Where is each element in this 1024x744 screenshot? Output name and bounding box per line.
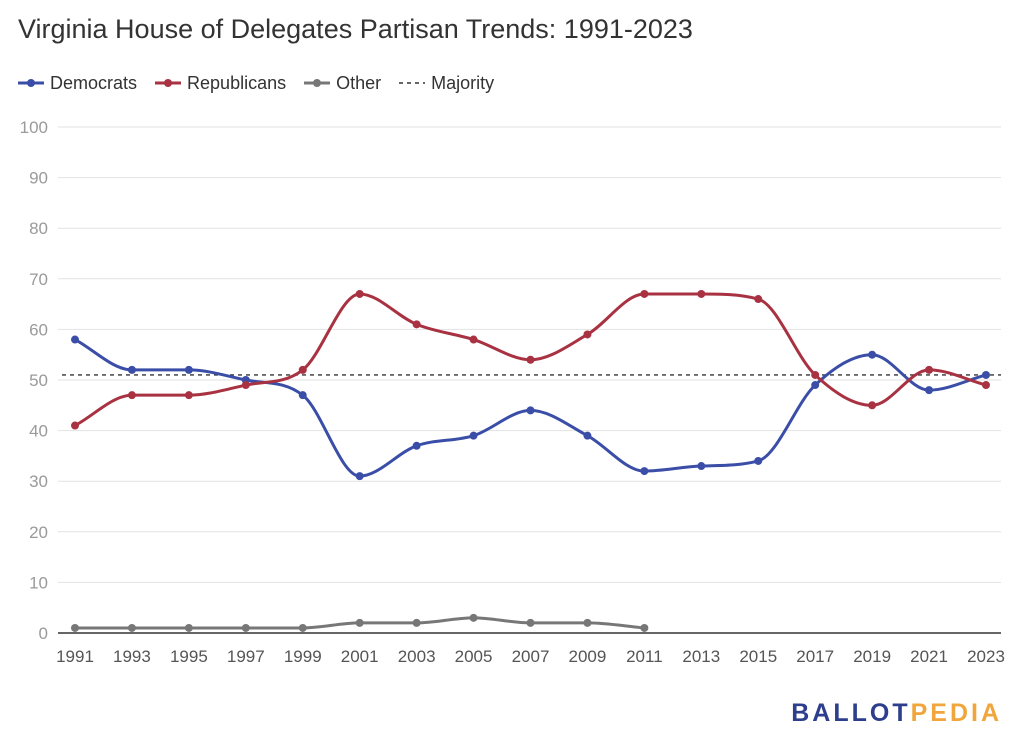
- legend-marker-other: [304, 79, 331, 87]
- y-tick-label: 40: [29, 422, 48, 441]
- data-point-democrats: [640, 467, 649, 476]
- data-point-democrats: [298, 391, 307, 400]
- y-tick-label: 100: [20, 118, 48, 137]
- legend-label-other: Other: [336, 72, 382, 93]
- data-point-republicans: [412, 320, 421, 329]
- data-point-other: [640, 623, 649, 632]
- data-point-democrats: [469, 431, 478, 440]
- data-point-other: [526, 618, 535, 627]
- data-point-other: [298, 623, 307, 632]
- x-tick-label: 2001: [341, 647, 379, 666]
- x-tick-label: 1993: [113, 647, 151, 666]
- legend: Democrats Republicans Other Majority: [18, 72, 512, 94]
- data-point-other: [583, 618, 592, 627]
- data-point-democrats: [127, 365, 136, 374]
- ballotpedia-logo: BALLOTPEDIA: [791, 699, 1002, 728]
- legend-label-democrats: Democrats: [50, 72, 138, 93]
- data-point-other: [469, 613, 478, 622]
- x-tick-label: 1999: [284, 647, 322, 666]
- data-point-republicans: [184, 391, 193, 400]
- data-point-republicans: [811, 370, 820, 379]
- y-tick-label: 50: [29, 371, 48, 390]
- x-tick-label: 2023: [967, 647, 1005, 666]
- data-point-republicans: [697, 289, 706, 298]
- x-tick-label: 1991: [56, 647, 94, 666]
- data-point-other: [412, 618, 421, 627]
- legend-item-majority[interactable]: Majority: [399, 73, 494, 94]
- y-tick-label: 90: [29, 169, 48, 188]
- data-point-democrats: [697, 462, 706, 471]
- x-tick-label: 2017: [796, 647, 834, 666]
- legend-item-republicans[interactable]: Republicans: [155, 73, 286, 94]
- data-point-democrats: [583, 431, 592, 440]
- data-point-republicans: [754, 295, 763, 304]
- x-tick-label: 1995: [170, 647, 208, 666]
- y-tick-label: 0: [39, 624, 48, 643]
- x-tick-label: 2015: [739, 647, 777, 666]
- legend-item-other[interactable]: Other: [304, 73, 381, 94]
- data-point-republicans: [127, 391, 136, 400]
- data-point-democrats: [355, 472, 364, 481]
- x-tick-label: 2009: [569, 647, 607, 666]
- legend-label-republicans: Republicans: [187, 72, 287, 93]
- data-point-democrats: [982, 370, 990, 379]
- data-point-other: [127, 623, 136, 632]
- legend-label-majority: Majority: [431, 72, 495, 93]
- data-point-other: [241, 623, 250, 632]
- x-tick-label: 2013: [682, 647, 720, 666]
- data-point-republicans: [355, 289, 364, 298]
- x-tick-label: 2019: [853, 647, 891, 666]
- data-point-republicans: [868, 401, 877, 410]
- x-tick-label: 1997: [227, 647, 265, 666]
- legend-marker-republicans: [155, 79, 182, 87]
- data-point-republicans: [583, 330, 592, 339]
- logo-part-pedia: PEDIA: [910, 699, 1002, 727]
- data-point-democrats: [811, 381, 820, 390]
- logo-part-ballot: BALLOT: [791, 699, 911, 727]
- data-point-other: [71, 623, 79, 632]
- data-point-democrats: [925, 386, 934, 395]
- legend-marker-democrats: [18, 79, 44, 87]
- data-point-republicans: [71, 421, 79, 430]
- x-tick-label: 2011: [626, 647, 663, 666]
- y-tick-label: 80: [29, 219, 48, 238]
- data-point-democrats: [71, 335, 79, 344]
- x-tick-label: 2005: [455, 647, 493, 666]
- data-point-republicans: [241, 381, 250, 390]
- y-tick-label: 30: [29, 472, 48, 491]
- x-tick-label: 2021: [910, 647, 948, 666]
- data-point-other: [184, 623, 193, 632]
- data-point-republicans: [925, 365, 934, 374]
- y-tick-label: 60: [29, 320, 48, 339]
- data-point-democrats: [526, 406, 535, 415]
- x-tick-label: 2003: [398, 647, 436, 666]
- data-point-other: [355, 618, 364, 627]
- chart-title: Virginia House of Delegates Partisan Tre…: [18, 14, 693, 44]
- data-point-republicans: [298, 365, 307, 374]
- x-tick-label: 2007: [512, 647, 550, 666]
- data-point-democrats: [754, 456, 763, 465]
- y-tick-label: 20: [29, 523, 48, 542]
- y-tick-label: 10: [29, 573, 48, 592]
- data-point-democrats: [868, 350, 877, 359]
- data-point-republicans: [469, 335, 478, 344]
- data-point-republicans: [982, 381, 990, 390]
- data-point-republicans: [640, 289, 649, 298]
- data-point-republicans: [526, 355, 535, 364]
- y-tick-label: 70: [29, 270, 48, 289]
- data-point-democrats: [184, 365, 193, 374]
- data-point-democrats: [412, 441, 421, 450]
- legend-item-democrats[interactable]: Democrats: [18, 73, 137, 94]
